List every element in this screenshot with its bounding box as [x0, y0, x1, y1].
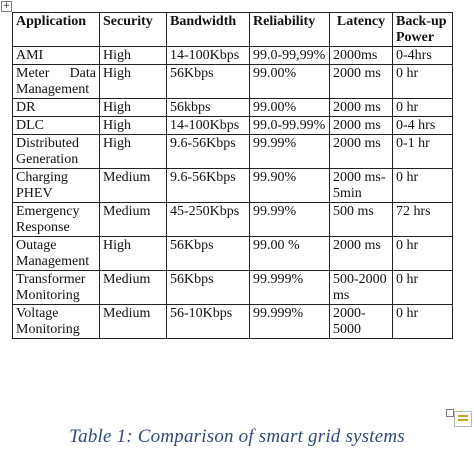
table-caption: Table 1: Comparison of smart grid system… [69, 426, 405, 447]
cell-backup-power: 0-1 hr [392, 134, 453, 169]
cell-security: High [99, 98, 167, 117]
cell-backup-power: 72 hrs [392, 202, 453, 237]
comparison-table: Application Security Bandwidth Reliabili… [12, 12, 453, 339]
cell-backup-power: 0 hr [392, 270, 453, 305]
cell-bandwidth: 45-250Kbps [166, 202, 250, 237]
cell-bandwidth: 9.6-56Kbps [166, 168, 250, 203]
cell-bandwidth: 9.6-56Kbps [166, 134, 250, 169]
cell-backup-power: 0-4hrs [392, 46, 453, 65]
cell-application: DR [12, 98, 100, 117]
cell-bandwidth: 14-100Kbps [166, 46, 250, 65]
header-application: Application [12, 12, 100, 47]
cell-application: Voltage Monitoring [12, 304, 100, 339]
cell-bandwidth: 56Kbps [166, 64, 250, 99]
table-resize-handle-icon[interactable] [446, 409, 454, 417]
cell-application: Outage Management [12, 236, 100, 271]
cell-security: Medium [99, 304, 167, 339]
cell-security: High [99, 116, 167, 135]
header-bandwidth: Bandwidth [166, 12, 250, 47]
table-row: Charging PHEV Medium 9.6-56Kbps 99.90% 2000 … [12, 168, 453, 203]
cell-reliability: 99.999% [249, 304, 330, 339]
table-row: DR High 56kbps 99.00% 2000 ms 0 hr [12, 98, 453, 117]
cell-backup-power: 0 hr [392, 168, 453, 203]
cell-reliability: 99.90% [249, 168, 330, 203]
header-security: Security [99, 12, 167, 47]
cell-bandwidth: 56-10Kbps [166, 304, 250, 339]
cell-security: High [99, 46, 167, 65]
cell-latency: 2000ms [329, 46, 393, 65]
cell-security: Medium [99, 270, 167, 305]
cell-latency: 2000 ms [329, 116, 393, 135]
table-header-row: Application Security Bandwidth Reliabili… [12, 12, 453, 47]
cell-backup-power: 0-4 hrs [392, 116, 453, 135]
table-row: Transformer Monitoring Medium 56Kbps 99.999… [12, 270, 453, 305]
table-row: Meter Data Management High 56Kbps 99.00% 200… [12, 64, 453, 99]
cell-latency: 500-2000 ms [329, 270, 393, 305]
cell-application: Charging PHEV [12, 168, 100, 203]
table-row: Voltage Monitoring Medium 56-10Kbps 99.999%… [12, 304, 453, 339]
cell-latency: 2000 ms [329, 64, 393, 99]
header-latency: Latency [329, 12, 393, 47]
cell-latency: 2000 ms [329, 236, 393, 271]
header-reliability: Reliability [249, 12, 330, 47]
cell-application: Transformer Monitoring [12, 270, 100, 305]
cell-security: Medium [99, 202, 167, 237]
cell-backup-power: 0 hr [392, 64, 453, 99]
cell-application: Meter Data Management [12, 64, 100, 99]
cell-latency: 2000-5000 [329, 304, 393, 339]
cell-reliability: 99.0-99.99% [249, 116, 330, 135]
table-move-handle-icon[interactable]: + [1, 1, 12, 12]
cell-application: Emergency Response [12, 202, 100, 237]
cell-backup-power: 0 hr [392, 98, 453, 117]
cell-latency: 2000 ms [329, 134, 393, 169]
cell-security: High [99, 64, 167, 99]
layout-options-icon[interactable] [454, 411, 472, 427]
cell-latency: 500 ms [329, 202, 393, 237]
table-row: Outage Management High 56Kbps 99.00 % 2000 m… [12, 236, 453, 271]
cell-reliability: 99.99% [249, 202, 330, 237]
cell-security: High [99, 134, 167, 169]
table-row: DLC High 14-100Kbps 99.0-99.99% 2000 ms 0-4 h… [12, 116, 453, 135]
cell-reliability: 99.00% [249, 64, 330, 99]
cell-application: Distributed Generation [12, 134, 100, 169]
cell-latency: 2000 ms-5min [329, 168, 393, 203]
table-row: AMI High 14-100Kbps 99.0-99,99% 2000ms 0-4hrs [12, 46, 453, 65]
cell-application: AMI [12, 46, 100, 65]
cell-security: Medium [99, 168, 167, 203]
cell-bandwidth: 56Kbps [166, 236, 250, 271]
cell-reliability: 99.999% [249, 270, 330, 305]
cell-reliability: 99.0-99,99% [249, 46, 330, 65]
table-row: Distributed Generation High 9.6-56Kbps 99.9… [12, 134, 453, 169]
cell-application: DLC [12, 116, 100, 135]
table-row: Emergency Response Medium 45-250Kbps 99.99%… [12, 202, 453, 237]
cell-security: High [99, 236, 167, 271]
cell-bandwidth: 56Kbps [166, 270, 250, 305]
cell-reliability: 99.00 % [249, 236, 330, 271]
cell-latency: 2000 ms [329, 98, 393, 117]
cell-backup-power: 0 hr [392, 236, 453, 271]
cell-bandwidth: 14-100Kbps [166, 116, 250, 135]
header-backup-power: Back-up Power [392, 12, 453, 47]
cell-reliability: 99.99% [249, 134, 330, 169]
cell-bandwidth: 56kbps [166, 98, 250, 117]
cell-backup-power: 0 hr [392, 304, 453, 339]
cell-reliability: 99.00% [249, 98, 330, 117]
